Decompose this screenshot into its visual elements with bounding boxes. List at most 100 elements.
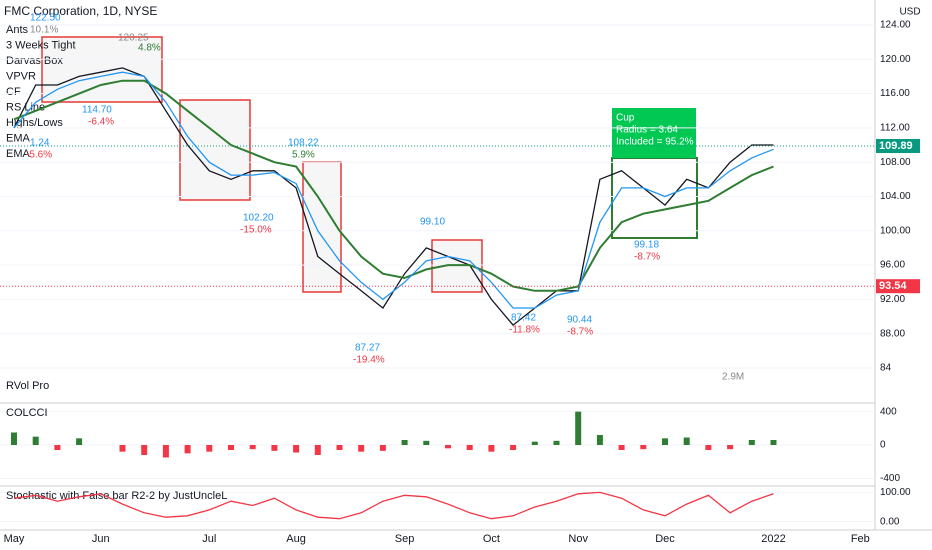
y-tick-label: 84 bbox=[880, 363, 892, 374]
y-tick-label: 88.00 bbox=[880, 328, 905, 339]
price-label: 93.54 bbox=[879, 280, 907, 292]
bar bbox=[401, 440, 408, 445]
bar bbox=[445, 445, 451, 449]
indicator-name: Ants bbox=[6, 24, 29, 36]
bar bbox=[727, 445, 734, 450]
cup-label: Cup bbox=[616, 113, 635, 124]
annotation: 99.18 bbox=[634, 240, 659, 251]
indicator-name: CF bbox=[6, 86, 21, 98]
bar bbox=[228, 445, 234, 450]
y-tick-label: 108.00 bbox=[880, 157, 911, 168]
ema-line bbox=[13, 71, 774, 309]
annotation: 122.50 bbox=[30, 13, 61, 24]
annotation: 87.42 bbox=[511, 313, 536, 324]
x-tick-label: Aug bbox=[286, 533, 306, 545]
annotation: 108.22 bbox=[288, 138, 319, 149]
x-tick-label: May bbox=[4, 533, 25, 545]
annotation: 4.8% bbox=[138, 43, 161, 54]
x-tick-label: Nov bbox=[568, 533, 588, 545]
volume-title: RVol Pro bbox=[6, 380, 49, 392]
indicator-name: Darvas Box bbox=[6, 55, 63, 67]
ema-line bbox=[13, 79, 774, 292]
bar bbox=[466, 445, 473, 450]
stochastic-line bbox=[13, 491, 774, 520]
annotation: 10.1% bbox=[30, 25, 58, 36]
indicator-name: EMA bbox=[6, 132, 31, 144]
annotation: 2.9M bbox=[722, 372, 744, 383]
bar bbox=[54, 445, 61, 450]
bar bbox=[618, 445, 625, 450]
annotation: 102.20 bbox=[243, 213, 274, 224]
cup-label: Included = 95.2% bbox=[616, 137, 694, 148]
x-tick-label: Oct bbox=[483, 533, 500, 545]
y-tick-label: 112.00 bbox=[880, 123, 910, 134]
bar bbox=[76, 438, 83, 445]
bar bbox=[379, 445, 386, 451]
bar bbox=[141, 445, 148, 455]
cup-label-box bbox=[612, 108, 696, 158]
bar bbox=[184, 445, 191, 454]
x-tick-label: 2022 bbox=[761, 533, 785, 545]
bar bbox=[358, 445, 365, 452]
annotation: -11.8% bbox=[509, 325, 540, 336]
pane-title: COLCCI bbox=[6, 407, 48, 419]
annotation: 114.70 bbox=[82, 105, 112, 116]
bar bbox=[162, 445, 169, 458]
y-tick-label: 400 bbox=[880, 406, 897, 417]
annotation: -15.0% bbox=[240, 225, 272, 236]
y-tick-label: 100.00 bbox=[880, 487, 911, 498]
darvas-box bbox=[179, 99, 251, 201]
x-tick-label: Jul bbox=[202, 533, 216, 545]
y-tick-label: 116.00 bbox=[880, 88, 910, 99]
bar bbox=[206, 445, 213, 452]
indicator-name: EMA bbox=[6, 148, 31, 160]
y-tick-label: 104.00 bbox=[880, 191, 911, 202]
annotation: -19.4% bbox=[353, 355, 385, 366]
x-tick-label: Feb bbox=[851, 533, 870, 545]
bar bbox=[575, 411, 582, 445]
bar bbox=[510, 445, 517, 450]
currency: USD bbox=[899, 7, 920, 18]
annotation: 5.9% bbox=[292, 150, 315, 161]
indicator-name: RS Line bbox=[6, 101, 45, 113]
darvas-box bbox=[41, 36, 163, 103]
bar bbox=[770, 440, 777, 445]
y-tick-label: 96.00 bbox=[880, 260, 905, 271]
bar bbox=[553, 440, 560, 445]
y-tick-label: -400 bbox=[880, 473, 900, 484]
price-label-box bbox=[876, 279, 920, 294]
x-tick-label: Jun bbox=[92, 533, 110, 545]
bar bbox=[423, 440, 430, 445]
bar bbox=[748, 440, 755, 445]
bar bbox=[531, 441, 538, 445]
bar bbox=[662, 438, 668, 445]
bar bbox=[336, 445, 343, 450]
bar bbox=[119, 445, 126, 452]
y-tick-label: 124.00 bbox=[880, 20, 911, 31]
annotation: 120.25 bbox=[118, 33, 149, 44]
annotation: -6.4% bbox=[88, 117, 114, 128]
y-tick-label: 120.00 bbox=[880, 54, 911, 65]
annotation: -8.7% bbox=[634, 252, 660, 263]
bar bbox=[271, 445, 278, 451]
bar bbox=[314, 445, 321, 455]
chart-title: FMC Corporation, 1D, NYSE bbox=[4, 4, 157, 18]
pane-title: Stochastic with False bar R2-2 by JustUn… bbox=[6, 490, 227, 502]
bar bbox=[705, 445, 712, 450]
y-tick-label: 100.00 bbox=[880, 225, 911, 236]
price-label: 109.89 bbox=[879, 140, 913, 152]
y-tick-label: 0 bbox=[880, 440, 886, 451]
y-tick-label: 0.00 bbox=[880, 516, 900, 527]
indicator-name: 3 Weeks Tight bbox=[6, 39, 76, 51]
price-label-box bbox=[876, 138, 920, 153]
annotation: -5.6% bbox=[26, 150, 52, 161]
bar bbox=[596, 435, 603, 445]
annotation: 99.10 bbox=[420, 217, 445, 228]
bar bbox=[640, 445, 647, 450]
bar bbox=[683, 437, 690, 445]
bar bbox=[488, 445, 495, 452]
x-tick-label: Dec bbox=[655, 533, 675, 545]
annotation: 87.27 bbox=[355, 343, 380, 354]
bar bbox=[32, 436, 39, 445]
